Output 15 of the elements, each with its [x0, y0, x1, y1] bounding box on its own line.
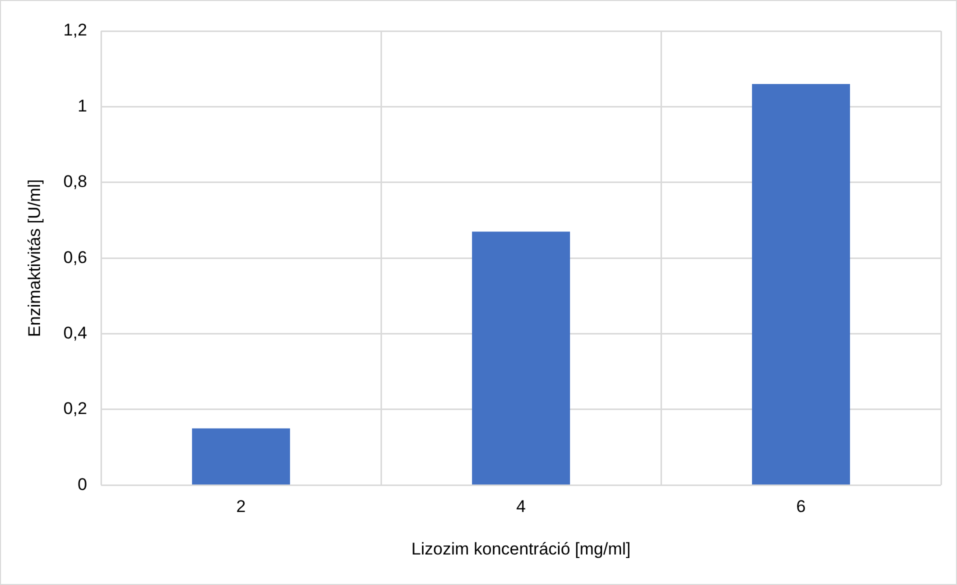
- x-tick-label: 6: [796, 497, 806, 516]
- x-tick-label: 4: [516, 497, 526, 516]
- x-axis-title: Lizozim koncentráció [mg/ml]: [411, 539, 631, 558]
- y-tick-label: 1,2: [63, 20, 88, 40]
- y-tick-label: 0: [78, 474, 88, 494]
- x-tick-label: 2: [236, 497, 246, 516]
- y-tick-label: 0,2: [63, 399, 88, 418]
- bar: [752, 84, 850, 484]
- y-axis-title: Enzimaktivitás [U/ml]: [24, 179, 44, 337]
- y-tick-label: 0,8: [63, 172, 88, 192]
- bar: [472, 232, 570, 484]
- y-tick-label: 1: [78, 96, 88, 116]
- bar: [192, 428, 290, 484]
- y-tick-label: 0,4: [63, 323, 88, 342]
- y-tick-label: 0,6: [63, 248, 88, 267]
